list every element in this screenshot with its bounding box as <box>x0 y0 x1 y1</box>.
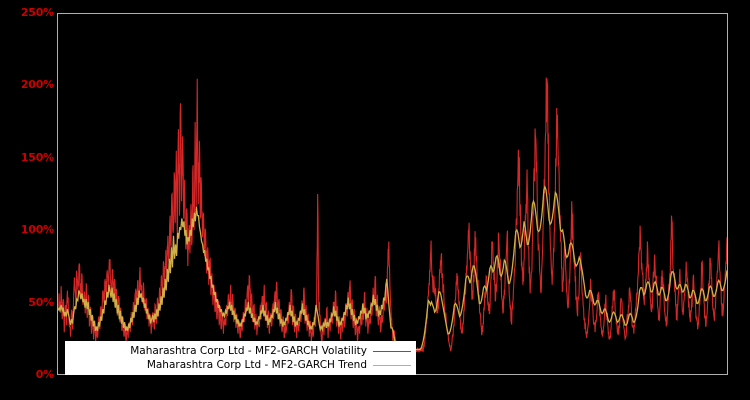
y-axis-tick-label: 250% <box>20 6 54 19</box>
y-axis-tick-label: 0% <box>35 368 54 381</box>
legend-label-trend: Maharashtra Corp Ltd - MF2-GARCH Trend <box>146 359 367 371</box>
y-axis-tick-label: 200% <box>20 78 54 92</box>
series-line-trend <box>58 184 727 351</box>
legend-swatch-volatility <box>373 350 411 352</box>
chart-svg <box>58 77 727 354</box>
legend-entry-volatility: Maharashtra Corp Ltd - MF2-GARCH Volatil… <box>68 344 411 358</box>
y-axis-tick-label: 100% <box>20 223 54 237</box>
y-axis-tick-labels: 250% 200% 150% 100% 50% 0% <box>0 0 54 400</box>
legend-entry-trend: Maharashtra Corp Ltd - MF2-GARCH Trend <box>68 358 411 372</box>
legend-label-volatility: Maharashtra Corp Ltd - MF2-GARCH Volatil… <box>130 345 367 357</box>
y-axis-tick-label: 50% <box>28 295 54 309</box>
legend-swatch-trend <box>373 364 411 366</box>
y-axis-tick-label: 150% <box>20 150 54 164</box>
plot-area <box>57 13 728 375</box>
chart-legend: Maharashtra Corp Ltd - MF2-GARCH Volatil… <box>65 341 416 375</box>
